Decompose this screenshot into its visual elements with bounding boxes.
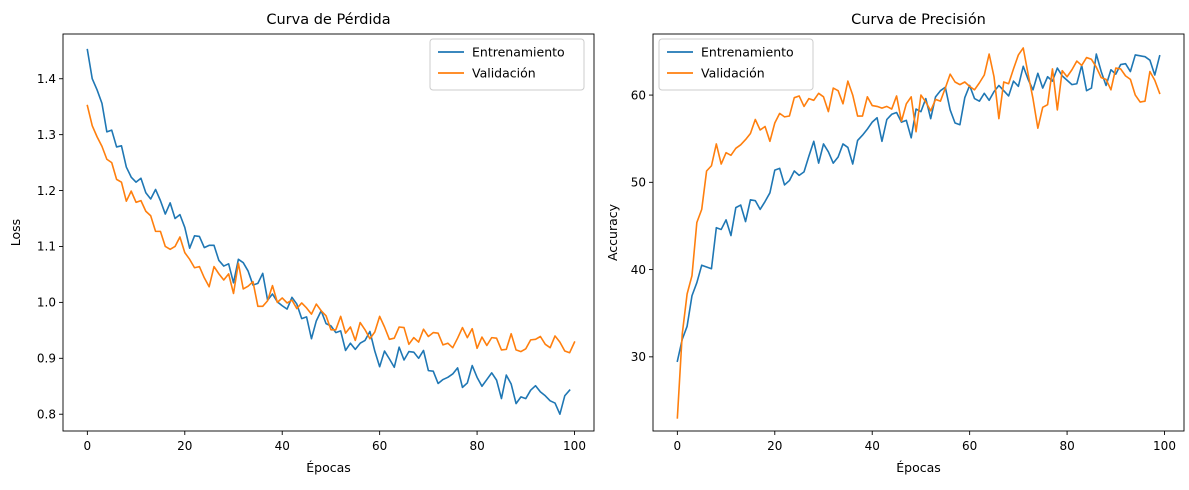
accuracy-x-tick-label: 100: [1153, 439, 1176, 453]
loss-x-tick-label: 80: [469, 439, 484, 453]
accuracy-legend-label-validacion: Validación: [701, 66, 765, 81]
accuracy-y-tick-label: 30: [631, 350, 646, 364]
accuracy-y-tick-label: 50: [631, 176, 646, 190]
loss-x-tick-label: 60: [372, 439, 387, 453]
accuracy-axes-frame: [652, 33, 1185, 432]
accuracy-x-tick-label: 20: [767, 439, 782, 453]
accuracy-x-tick-label: 0: [674, 439, 682, 453]
loss-legend-box: [429, 38, 585, 91]
loss-y-tick-label: 1.2: [37, 184, 56, 198]
loss-y-tick-label: 1.1: [37, 240, 56, 254]
loss-y-tick-label: 1.4: [37, 72, 56, 86]
loss-legend-label-validacion: Validación: [472, 66, 536, 81]
accuracy-y-tick-label: 60: [631, 88, 646, 102]
accuracy-x-tick-label: 60: [962, 439, 977, 453]
accuracy-chart-title: Curva de Precisión: [851, 12, 986, 28]
loss-y-tick-label: 1.0: [37, 296, 56, 310]
accuracy-series-group: [676, 47, 1161, 419]
accuracy-chart: 0 20 40 60 80 100 30 40 50 60 Curva de Precisión Ép…: [605, 12, 1185, 475]
accuracy-legend-label-entrenamiento: Entrenamiento: [701, 45, 794, 60]
loss-legend-label-entrenamiento: Entrenamiento: [472, 45, 565, 60]
accuracy-validacion-line: [676, 47, 1161, 419]
loss-validacion-line: [86, 104, 576, 354]
loss-y-axis-label: Loss: [8, 219, 23, 246]
loss-series-group: [86, 48, 576, 416]
loss-y-tick-label: 1.3: [37, 128, 56, 142]
loss-x-axis-label: Épocas: [306, 460, 351, 475]
accuracy-x-axis-label: Épocas: [896, 460, 941, 475]
accuracy-x-tick-label: 40: [865, 439, 880, 453]
loss-axes-frame: [62, 33, 595, 432]
loss-x-tick-label: 100: [563, 439, 586, 453]
loss-chart-title: Curva de Pérdida: [266, 12, 390, 28]
loss-legend: Entrenamiento Validación: [429, 38, 585, 91]
loss-x-tick-label: 20: [177, 439, 192, 453]
loss-x-tick-label: 40: [275, 439, 290, 453]
accuracy-legend: Entrenamiento Validación: [658, 38, 814, 91]
loss-x-tick-label: 0: [84, 439, 92, 453]
accuracy-y-axis-label: Accuracy: [605, 203, 620, 261]
accuracy-legend-box: [658, 38, 814, 91]
loss-chart: 0 20 40 60 80 100 0.8 0.9 1.0 1.1 1.2 1.3 1.4 Curva d…: [8, 12, 595, 475]
loss-y-tick-label: 0.9: [37, 352, 56, 366]
loss-y-tick-label: 0.8: [37, 407, 56, 421]
accuracy-x-tick-label: 80: [1059, 439, 1074, 453]
accuracy-y-tick-label: 40: [631, 263, 646, 277]
